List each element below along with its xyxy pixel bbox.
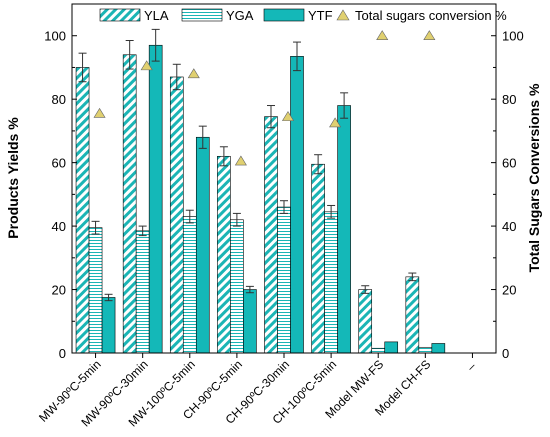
bar-yla (405, 276, 420, 354)
bar-yla (311, 163, 325, 354)
sugar-conversion-marker (93, 107, 106, 118)
bar-ytf (101, 297, 116, 354)
bar-ytf (290, 56, 304, 354)
bar-yga (230, 219, 244, 354)
y-tick-label: 40 (52, 219, 66, 234)
y2-tick-label: 0 (502, 346, 509, 361)
bar-ytf (243, 289, 257, 354)
y2-axis-title: Total Sugars Conversions % (526, 83, 542, 272)
bar-yga (182, 216, 197, 354)
legend-swatch-yga (181, 8, 223, 22)
bar-ytf (431, 343, 446, 354)
sugar-conversion-marker (329, 117, 342, 128)
y2-tick-label: 60 (502, 156, 516, 171)
legend: YLA YGA YTF Total sugars conversion % (99, 8, 507, 23)
bar-yla (75, 67, 90, 354)
y2-tick-label: 40 (502, 219, 516, 234)
y2-tick-label: 80 (502, 92, 516, 107)
sugar-conversion-marker (423, 30, 436, 41)
legend-swatch-ytf (263, 8, 305, 22)
y-tick-label: 0 (59, 346, 66, 361)
y-axis-title: Products Yields % (5, 117, 21, 239)
bar-ytf (384, 341, 399, 354)
y2-tick-label: 20 (502, 283, 516, 298)
y-tick-label: 100 (44, 29, 66, 44)
legend-label-yga: YGA (226, 8, 254, 23)
y2-tick-label: 100 (502, 29, 524, 44)
bar-yga (135, 230, 150, 354)
legend-label-sugars: Total sugars conversion % (355, 8, 507, 23)
legend-label-ytf: YTF (308, 8, 333, 23)
y-tick-label: 60 (52, 156, 66, 171)
y-tick-label: 80 (52, 92, 66, 107)
y-tick-label: 20 (52, 283, 66, 298)
sugar-conversion-marker (281, 111, 295, 121)
bar-yla (264, 116, 278, 354)
bar-yga (371, 347, 386, 354)
bar-yla (217, 155, 231, 354)
x-tick-label-extra: – (464, 359, 479, 374)
legend-marker-sugars (336, 9, 350, 21)
bar-ytf (148, 44, 163, 354)
bar-ytf (195, 136, 210, 354)
bar-yga (88, 227, 103, 354)
bar-yla (358, 289, 373, 354)
sugar-conversion-marker (376, 30, 389, 41)
bar-ytf (337, 105, 351, 354)
bar-yga (324, 211, 338, 354)
sugar-conversion-marker (234, 155, 247, 166)
bar-yla (169, 76, 184, 354)
bar-yla (122, 54, 137, 354)
bar-yga (418, 346, 433, 354)
legend-label-yla: YLA (144, 8, 169, 23)
bar-yga (277, 206, 291, 354)
sugar-conversion-marker (187, 68, 200, 79)
legend-swatch-yla (99, 8, 141, 22)
sugar-conversion-marker (140, 60, 153, 71)
